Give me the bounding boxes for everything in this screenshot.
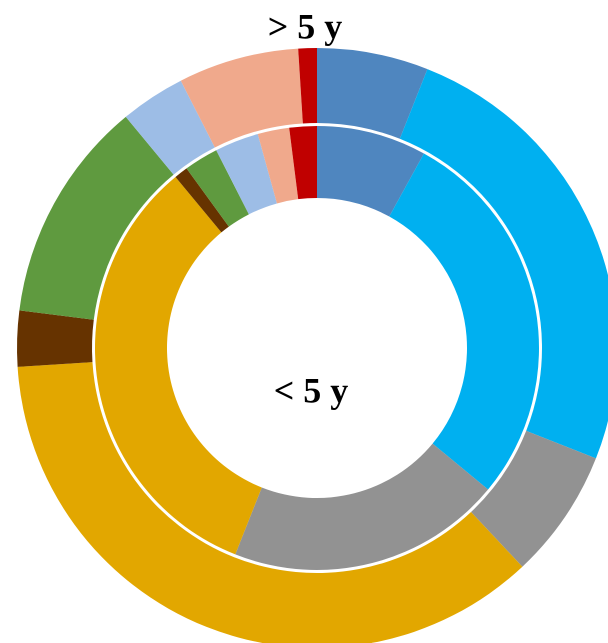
donut-segment: [94, 176, 262, 555]
donut-segment: [19, 116, 174, 320]
donut-segment: [235, 443, 489, 571]
donut-segment: [17, 362, 523, 643]
donut-segment: [317, 126, 424, 217]
donut-segment: [471, 430, 596, 567]
donut-segment: [125, 80, 215, 175]
donut-segment: [399, 69, 608, 459]
donut-segment: [180, 48, 303, 148]
outer-ring-label: > 5 y: [268, 6, 343, 46]
donut-segment: [186, 150, 249, 227]
donut-segment: [257, 127, 299, 204]
rings: [17, 48, 608, 643]
donut-segment: [175, 168, 229, 233]
donut-segment: [317, 48, 428, 139]
inner-ring-label: < 5 y: [274, 370, 349, 410]
donut-segment: [389, 153, 539, 490]
donut-segment: [298, 48, 317, 124]
donut-segment: [17, 310, 94, 367]
donut-segment: [216, 134, 277, 215]
donut-segment: [289, 126, 317, 200]
